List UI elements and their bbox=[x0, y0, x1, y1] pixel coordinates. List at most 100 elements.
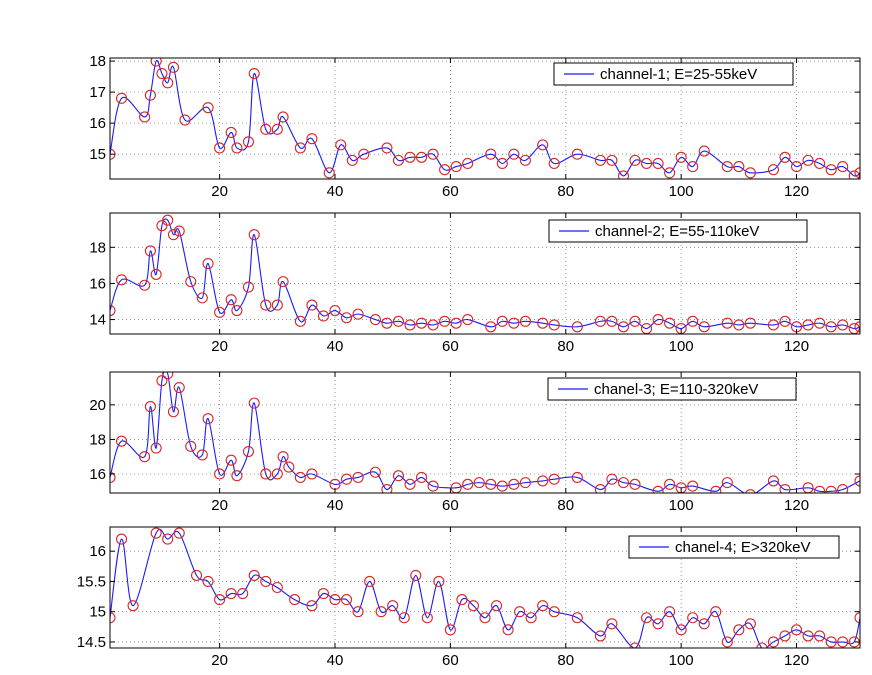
data-point bbox=[190, 569, 203, 581]
data-point bbox=[415, 151, 428, 163]
data-point bbox=[289, 594, 301, 606]
data-point bbox=[779, 315, 791, 327]
x-tick-label: 60 bbox=[442, 183, 459, 200]
data-point bbox=[629, 154, 641, 166]
data-point bbox=[271, 123, 283, 135]
data-point bbox=[514, 606, 526, 618]
x-tick-label: 100 bbox=[669, 338, 694, 355]
data-point bbox=[231, 142, 243, 154]
data-point bbox=[594, 315, 606, 327]
x-tick-label: 100 bbox=[669, 652, 694, 669]
data-point bbox=[473, 477, 485, 489]
data-point bbox=[150, 527, 162, 539]
data-point bbox=[115, 533, 128, 545]
data-point bbox=[814, 630, 826, 642]
data-point bbox=[779, 151, 791, 163]
x-tick-label: 80 bbox=[557, 652, 574, 669]
data-point bbox=[225, 126, 237, 139]
data-point bbox=[767, 319, 780, 331]
data-point bbox=[802, 154, 814, 166]
data-point bbox=[144, 89, 156, 101]
legend-box bbox=[553, 62, 794, 86]
y-tick-label: 14 bbox=[89, 312, 106, 329]
data-point bbox=[606, 154, 618, 166]
data-point bbox=[433, 575, 445, 588]
data-point bbox=[606, 473, 618, 485]
subplot-channel-1: 20 40 60 80 100 120 15 16 17 18 channel-1; E=25-55… bbox=[89, 53, 861, 200]
x-tick-label: 100 bbox=[669, 497, 694, 514]
data-point bbox=[496, 480, 508, 492]
axes-frame bbox=[109, 526, 861, 649]
data-point bbox=[248, 67, 260, 80]
data-point bbox=[335, 139, 347, 151]
data-point bbox=[421, 612, 433, 624]
x-tick-label: 20 bbox=[211, 652, 228, 669]
data-point bbox=[248, 397, 260, 409]
data-point bbox=[202, 575, 214, 588]
data-point bbox=[329, 304, 341, 317]
y-tick-label: 18 bbox=[89, 431, 106, 448]
data-point bbox=[664, 478, 676, 490]
data-point bbox=[260, 299, 272, 311]
data-point bbox=[640, 157, 653, 170]
data-point bbox=[571, 321, 583, 333]
data-point bbox=[242, 281, 255, 293]
subplot-channel-2: 20 40 60 80 100 120 14 16 18 channel-2; E=55-110k… bbox=[89, 212, 861, 355]
data-point bbox=[260, 123, 272, 135]
legend-box bbox=[547, 377, 797, 401]
data-point bbox=[537, 139, 549, 151]
data-point bbox=[317, 587, 330, 600]
data-point bbox=[848, 170, 860, 179]
data-point bbox=[260, 575, 272, 588]
data-point bbox=[427, 480, 439, 492]
data-point bbox=[710, 606, 722, 618]
axes-frame bbox=[109, 212, 861, 335]
data-point bbox=[664, 317, 676, 329]
data-point bbox=[537, 317, 549, 329]
data-point bbox=[110, 612, 116, 624]
x-tick-label: 120 bbox=[784, 652, 809, 669]
data-point bbox=[687, 612, 699, 624]
data-point bbox=[162, 77, 174, 89]
data-point bbox=[444, 624, 456, 636]
data-point bbox=[248, 229, 260, 241]
data-point bbox=[242, 445, 255, 458]
data-point bbox=[767, 164, 780, 176]
data-point bbox=[629, 642, 641, 648]
data-point bbox=[854, 167, 860, 179]
data-point bbox=[664, 167, 676, 179]
data-point bbox=[508, 148, 520, 160]
data-point bbox=[790, 161, 803, 173]
data-point bbox=[271, 581, 283, 594]
data-point bbox=[277, 276, 289, 288]
y-tick-label: 14.5 bbox=[77, 634, 106, 651]
data-point bbox=[150, 268, 162, 280]
data-point bbox=[779, 483, 791, 493]
data-point bbox=[519, 315, 531, 327]
data-point bbox=[173, 527, 185, 539]
data-point bbox=[548, 473, 560, 485]
data-point bbox=[364, 575, 376, 588]
data-point bbox=[352, 308, 364, 320]
data-point bbox=[462, 478, 474, 490]
y-tick-label: 17 bbox=[89, 84, 106, 101]
x-tick-label: 40 bbox=[327, 338, 344, 355]
legend: channel-1; E=25-55keV bbox=[553, 62, 794, 86]
data-point bbox=[392, 470, 405, 482]
data-point bbox=[162, 533, 174, 545]
data-point bbox=[496, 315, 508, 327]
x-tick-label: 80 bbox=[557, 497, 574, 514]
data-point bbox=[479, 612, 491, 624]
data-point bbox=[594, 483, 606, 493]
data-point bbox=[381, 483, 393, 493]
data-point bbox=[277, 111, 289, 123]
data-point bbox=[710, 485, 722, 493]
data-point bbox=[617, 321, 630, 333]
data-point bbox=[404, 151, 416, 163]
data-point bbox=[652, 314, 664, 326]
data-point bbox=[404, 478, 416, 490]
data-point bbox=[525, 612, 537, 624]
x-tick-label: 100 bbox=[669, 183, 694, 200]
x-tick-label: 60 bbox=[442, 497, 459, 514]
